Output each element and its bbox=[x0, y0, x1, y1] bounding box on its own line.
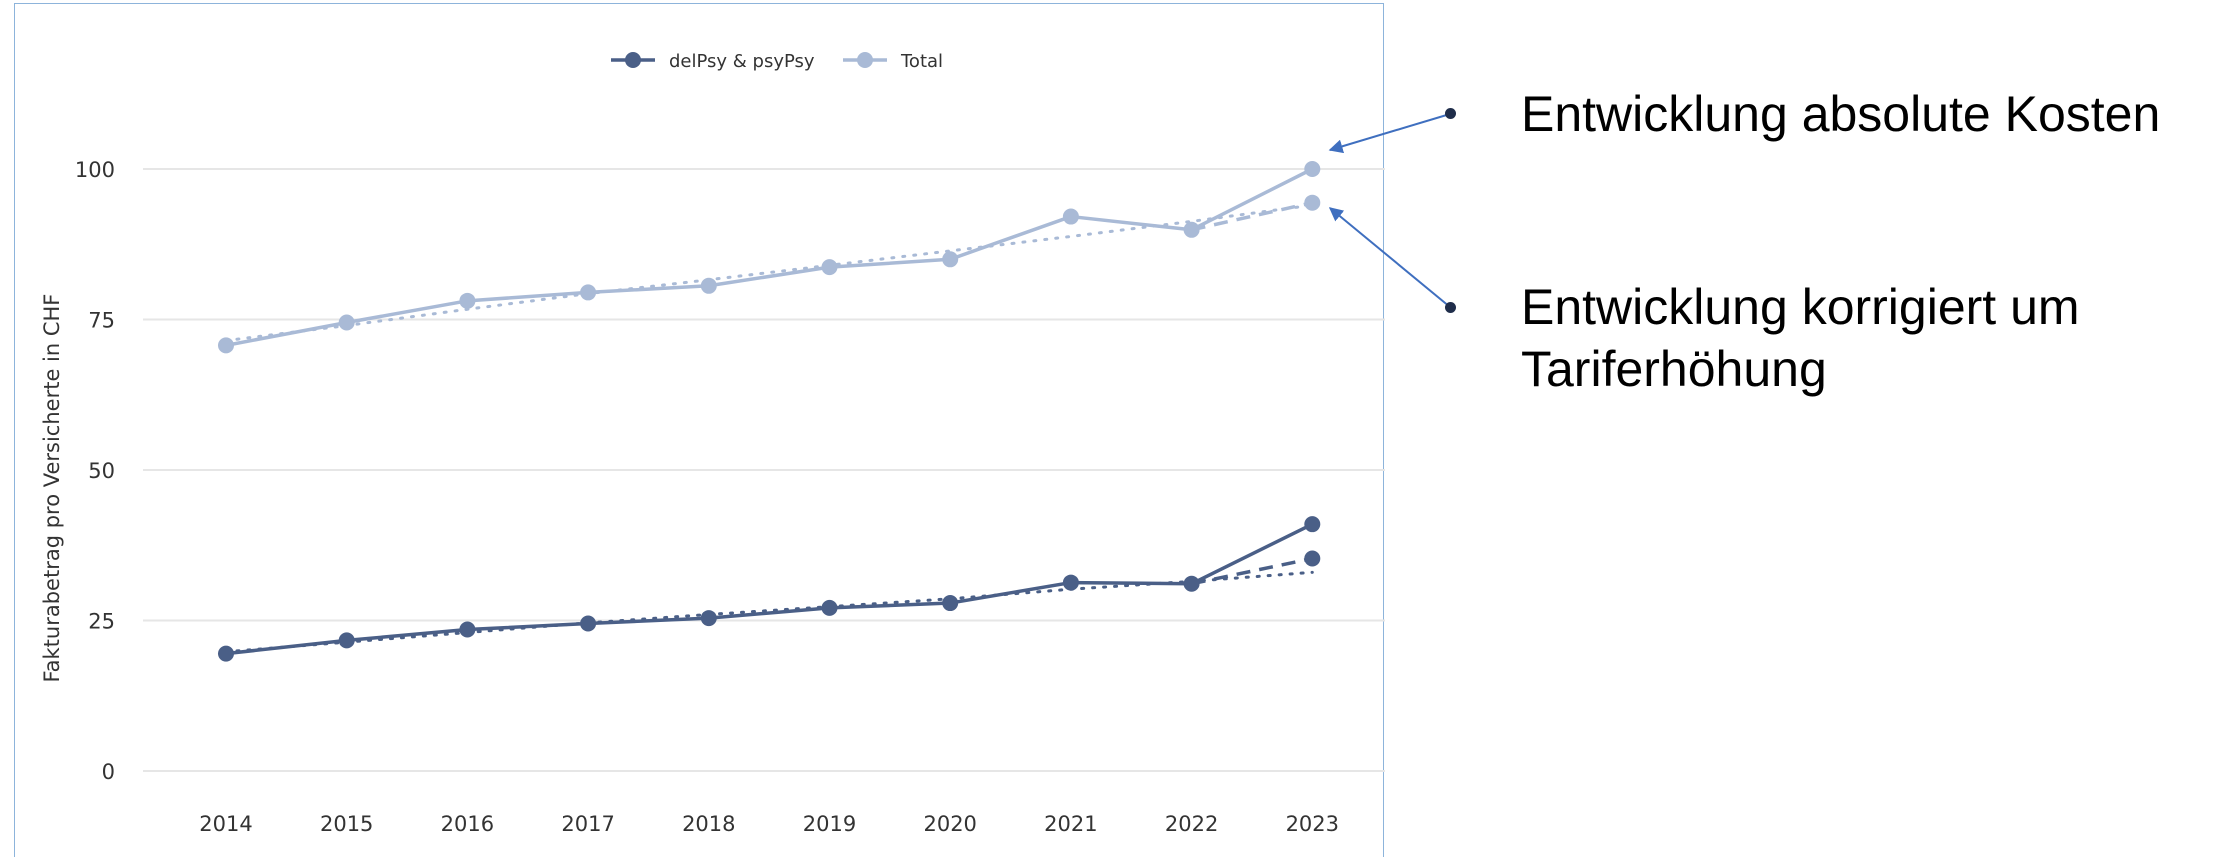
delpsy-point bbox=[942, 595, 959, 612]
y-tick-label: 100 bbox=[75, 158, 115, 182]
total-point bbox=[580, 284, 597, 301]
total-point bbox=[700, 277, 717, 294]
annotation-corrected-line2: Tariferhöhung bbox=[1521, 341, 1827, 397]
delpsy-series-line bbox=[225, 522, 1314, 656]
x-tick-label: 2014 bbox=[199, 812, 252, 836]
delpsy-point bbox=[1062, 574, 1079, 591]
delpsy-point bbox=[1304, 516, 1321, 533]
total-series-line bbox=[225, 167, 1314, 348]
delpsy-point bbox=[700, 610, 717, 627]
delpsy-point bbox=[580, 615, 597, 632]
y-tick-label: 75 bbox=[88, 309, 115, 333]
y-tick-label: 0 bbox=[102, 760, 115, 784]
annotation-corrected-line1: Entwicklung korrigiert um bbox=[1521, 279, 2080, 335]
delpsy-point bbox=[338, 632, 355, 649]
x-tick-label: 2020 bbox=[923, 812, 976, 836]
x-tick-label: 2015 bbox=[320, 812, 373, 836]
legend-marker-delpsy bbox=[625, 52, 641, 68]
x-tick-label: 2018 bbox=[682, 812, 735, 836]
total-point bbox=[218, 337, 234, 354]
delpsy-point bbox=[218, 645, 234, 662]
y-tick-label: 25 bbox=[88, 610, 115, 634]
delpsy-point bbox=[821, 599, 838, 616]
y-tick-label: 50 bbox=[88, 459, 115, 483]
x-tick-label: 2021 bbox=[1044, 812, 1097, 836]
x-tick-label: 2019 bbox=[803, 812, 856, 836]
x-tick-label: 2023 bbox=[1286, 812, 1339, 836]
annotation-absolute: Entwicklung absolute Kosten bbox=[1521, 86, 2161, 142]
x-tick-label: 2022 bbox=[1165, 812, 1218, 836]
delpsy-corrected-line bbox=[1191, 556, 1313, 586]
total-corrected-point bbox=[1304, 194, 1321, 211]
legend-label-total: Total bbox=[900, 51, 943, 72]
bullet-absolute bbox=[1445, 108, 1456, 119]
total-point bbox=[1062, 208, 1079, 225]
total-point bbox=[821, 259, 838, 276]
total-point bbox=[1304, 161, 1321, 177]
x-tick-label: 2016 bbox=[441, 812, 494, 836]
total-point bbox=[1183, 221, 1200, 238]
legend-marker-total bbox=[857, 52, 873, 68]
total-point bbox=[338, 314, 355, 331]
total-trend-line bbox=[224, 203, 1314, 343]
x-tick-label: 2017 bbox=[561, 812, 614, 836]
line-chart: 0 25 50 75 100 2014 2015 2016 2017 2018 2019 2020 20… bbox=[40, 51, 1385, 836]
chart-panel: 0 25 50 75 100 2014 2015 2016 2017 2018 2019 2020 20… bbox=[14, 3, 1385, 857]
total-corrected-line bbox=[1191, 201, 1313, 232]
total-point bbox=[459, 292, 476, 309]
bullet-corrected bbox=[1445, 302, 1456, 313]
legend-label-delpsy: delPsy & psyPsy bbox=[669, 51, 815, 72]
delpsy-point bbox=[459, 621, 476, 638]
delpsy-corrected-point bbox=[1304, 550, 1321, 567]
delpsy-point bbox=[1183, 575, 1200, 592]
y-axis-label: Fakturabetrag pro Versicherte in CHF bbox=[40, 294, 64, 683]
total-point bbox=[942, 251, 959, 268]
